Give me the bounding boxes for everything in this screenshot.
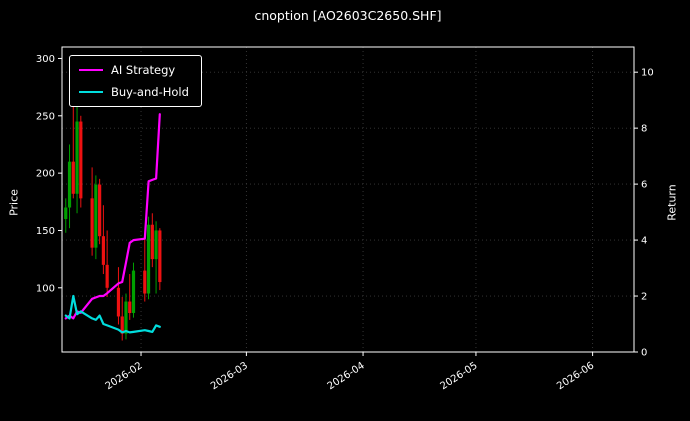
left-tick-label: 200: [36, 169, 55, 180]
legend: AI Strategy Buy-and-Hold: [69, 55, 202, 107]
candle-up: [94, 184, 98, 248]
candle-up: [146, 224, 151, 294]
legend-item-buy-and-hold: Buy-and-Hold: [79, 85, 189, 99]
left-tick-label: 250: [36, 111, 55, 122]
candle-down: [79, 121, 83, 199]
candle-up: [64, 207, 68, 219]
candle-down: [128, 301, 132, 314]
buy-and-hold-line-swatch: [79, 91, 103, 93]
right-tick-label: 6: [641, 180, 647, 191]
candle-down: [101, 236, 105, 265]
candle-up: [75, 121, 79, 194]
legend-label: AI Strategy: [111, 63, 176, 77]
left-tick-label: 300: [36, 54, 55, 65]
right-axis-label: Return: [665, 184, 679, 221]
candle-down: [116, 287, 121, 317]
left-axis-label: Price: [7, 189, 21, 216]
buy-and-hold-line: [64, 294, 161, 334]
candle-down: [150, 224, 154, 260]
candle-down: [120, 316, 124, 334]
legend-label: Buy-and-Hold: [111, 85, 189, 99]
ai-strategy-line: [64, 113, 161, 320]
candle-down: [143, 270, 147, 294]
candle-down: [158, 230, 162, 283]
candle-up: [67, 161, 72, 208]
left-tick-label: 100: [36, 283, 55, 294]
right-tick-label: 0: [641, 348, 647, 359]
right-tick-label: 4: [641, 236, 647, 247]
candle-down: [98, 184, 102, 237]
left-tick-label: 150: [36, 226, 55, 237]
ai-strategy-line-swatch: [79, 69, 103, 71]
right-tick-label: 8: [641, 124, 647, 135]
candle-down: [71, 161, 75, 194]
right-tick-label: 2: [641, 292, 647, 303]
candle-up: [124, 301, 128, 334]
candle-up: [154, 230, 158, 260]
candle-up: [131, 270, 136, 314]
chart-title: cnoption [AO2603C2650.SHF]: [254, 8, 442, 23]
candle-down: [90, 198, 94, 248]
right-tick-label: 10: [641, 68, 654, 79]
legend-item-ai-strategy: AI Strategy: [79, 63, 189, 77]
plot-border: [61, 46, 635, 353]
candle-down: [105, 264, 109, 288]
